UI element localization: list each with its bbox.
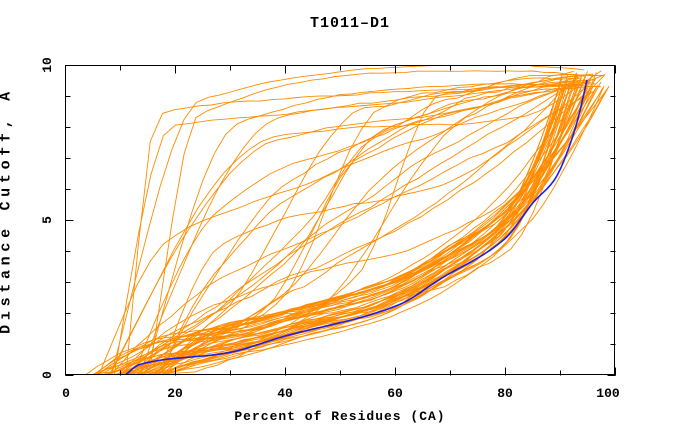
svg-text:0: 0 — [62, 386, 70, 401]
svg-text:60: 60 — [387, 386, 403, 401]
svg-text:40: 40 — [277, 386, 293, 401]
svg-text:0: 0 — [40, 371, 55, 379]
svg-text:100: 100 — [596, 386, 620, 401]
svg-text:10: 10 — [40, 57, 55, 73]
svg-text:20: 20 — [167, 386, 183, 401]
svg-text:80: 80 — [497, 386, 513, 401]
svg-text:5: 5 — [40, 216, 55, 224]
